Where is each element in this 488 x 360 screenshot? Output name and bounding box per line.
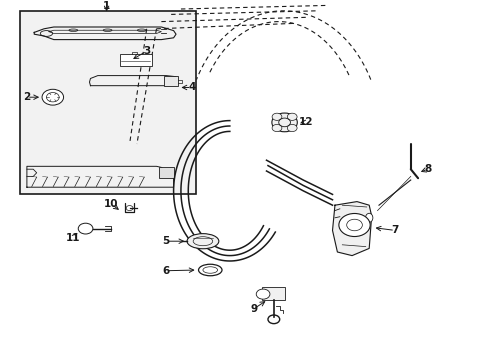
Circle shape [271, 113, 297, 132]
Text: 1: 1 [103, 1, 110, 11]
Circle shape [287, 113, 297, 120]
Bar [261, 287, 285, 300]
Text: 7: 7 [390, 225, 398, 235]
Circle shape [78, 223, 93, 234]
Circle shape [271, 113, 281, 120]
Circle shape [256, 289, 269, 299]
Circle shape [271, 125, 281, 132]
Circle shape [287, 125, 297, 132]
Text: 4: 4 [187, 82, 195, 93]
Text: 5: 5 [163, 236, 169, 246]
Text: 12: 12 [298, 117, 312, 127]
Bar [20, 11, 195, 194]
Text: 10: 10 [104, 199, 119, 209]
Text: 9: 9 [250, 303, 257, 314]
Ellipse shape [365, 213, 372, 222]
Bar [163, 76, 178, 86]
Bar [120, 54, 151, 66]
Text: 11: 11 [66, 233, 81, 243]
Text: 8: 8 [424, 164, 430, 174]
Ellipse shape [186, 234, 219, 249]
Polygon shape [332, 202, 371, 256]
Circle shape [42, 89, 63, 105]
Text: 2: 2 [23, 92, 30, 102]
Ellipse shape [198, 264, 222, 276]
Circle shape [338, 213, 369, 237]
Text: 6: 6 [163, 266, 169, 276]
Bar [159, 167, 173, 178]
Text: 3: 3 [143, 46, 150, 56]
